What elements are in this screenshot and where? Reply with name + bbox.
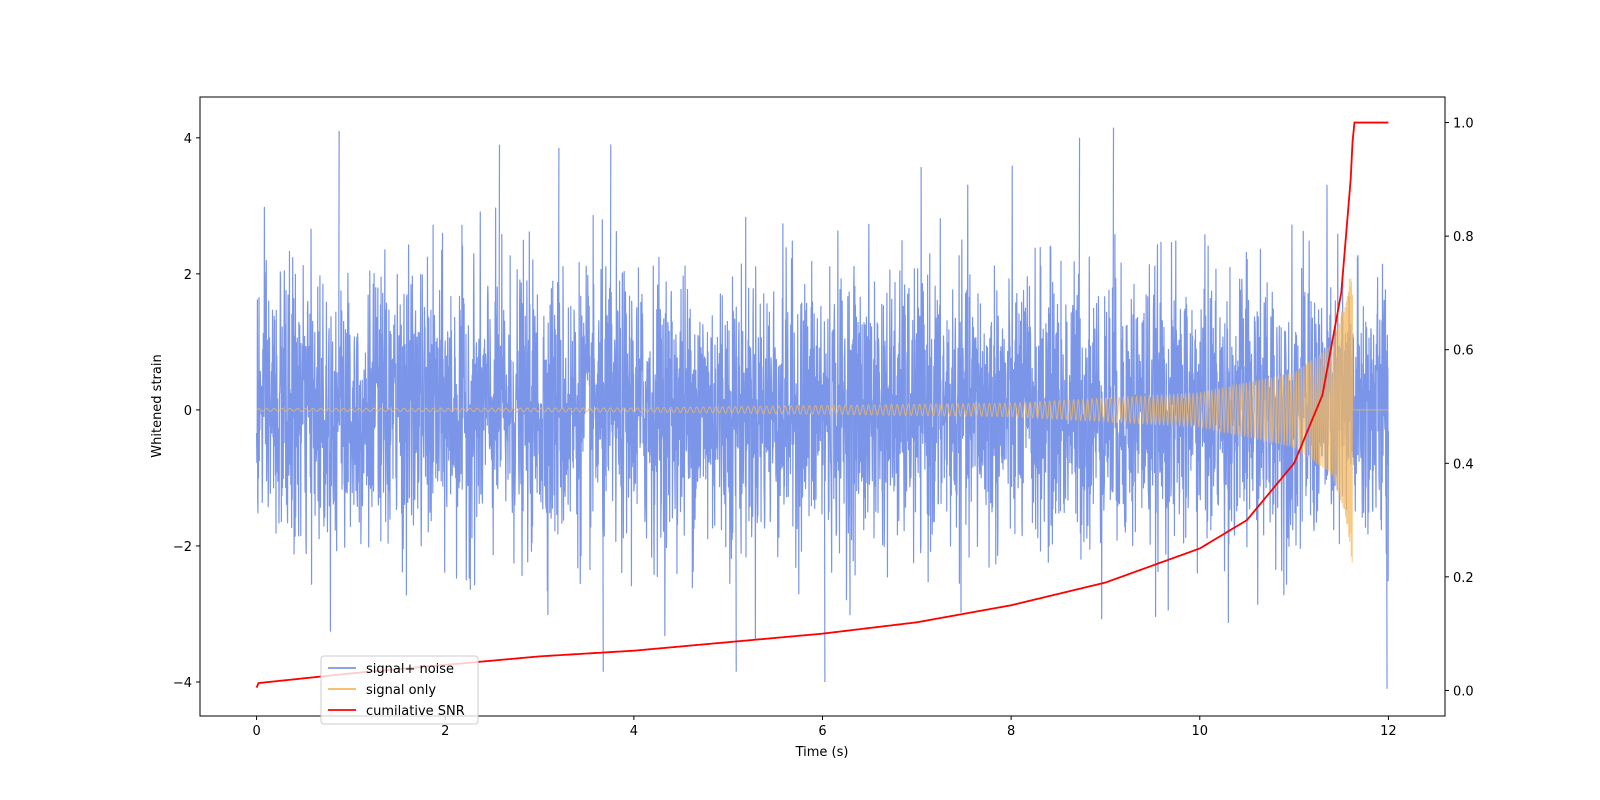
noise-peak: [823, 409, 826, 682]
x-tick-label: 8: [1007, 724, 1015, 739]
noise-peak: [1112, 127, 1115, 410]
y-tick-label: 0: [184, 404, 192, 419]
series-signal-only: [256, 278, 1389, 563]
y-tick-label: −2: [173, 540, 192, 555]
x-tick-label: 6: [818, 724, 826, 739]
x-axis: 0 2 4 6 8 10 12: [252, 716, 1397, 739]
x-tick-label: 4: [630, 724, 638, 739]
y2-tick-label: 0.8: [1453, 230, 1474, 245]
y2-tick-label: 0.4: [1453, 457, 1474, 472]
y2-tick-label: 0.6: [1453, 344, 1474, 359]
legend-box: [320, 655, 479, 725]
noise-peak: [1385, 409, 1388, 689]
x-tick-label: 2: [441, 724, 449, 739]
noise-peak: [557, 148, 560, 410]
noise-peak: [1078, 137, 1081, 410]
x-tick-label: 0: [252, 724, 260, 739]
legend-entry-signal-noise: signal+ noise: [366, 662, 454, 677]
y-tick-label: −4: [173, 676, 192, 691]
x-tick-label: 10: [1191, 724, 1208, 739]
legend-entry-signal-only: signal only: [366, 683, 436, 698]
x-axis-label: Time (s): [795, 745, 849, 760]
noise-peak: [735, 409, 737, 672]
noise-peak: [338, 131, 340, 410]
y2-tick-label: 1.0: [1453, 117, 1474, 132]
y-axis-left: −4 −2 0 2 4: [173, 132, 200, 691]
y2-tick-label: 0.2: [1453, 571, 1474, 586]
y-tick-label: 4: [184, 132, 192, 147]
x-tick-label: 12: [1380, 724, 1397, 739]
y2-tick-label: 0.0: [1453, 684, 1474, 699]
legend-entry-cumulative-snr: cumilative SNR: [366, 704, 465, 719]
y-tick-label: 2: [184, 268, 192, 283]
noise-peak: [602, 409, 604, 672]
y-axis-label: Whitened strain: [150, 354, 165, 457]
y-axis-right: 0.0 0.2 0.4 0.6 0.8 1.0: [1445, 117, 1474, 699]
noise-peak: [498, 144, 501, 410]
series-layer: [255, 121, 1390, 689]
legend: signal+ noise signal only cumilative SNR: [320, 655, 479, 725]
series-signal-noise: [255, 165, 1390, 641]
noise-peak: [609, 144, 612, 410]
